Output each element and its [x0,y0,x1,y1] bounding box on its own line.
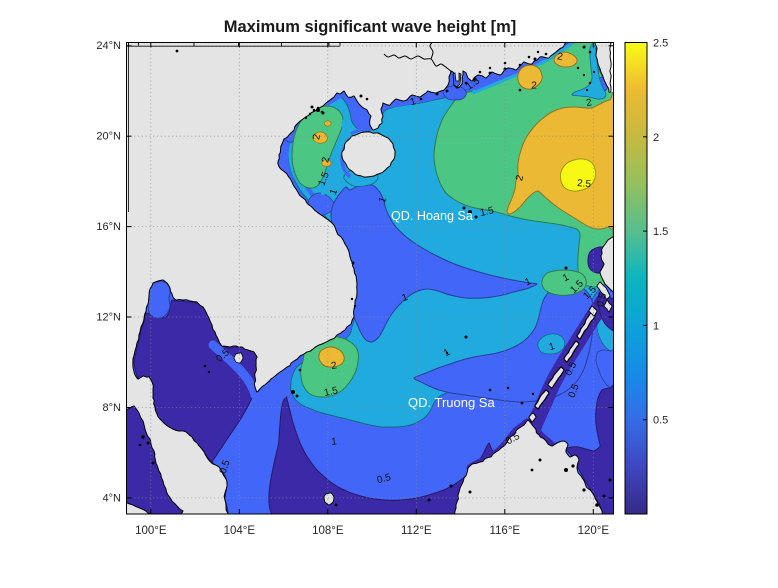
svg-text:2: 2 [311,133,323,141]
svg-text:2: 2 [514,174,526,183]
svg-text:100°E: 100°E [135,525,167,537]
svg-text:0.5: 0.5 [653,415,668,427]
svg-text:4°N: 4°N [103,492,122,504]
svg-text:8°N: 8°N [103,402,122,414]
svg-text:QD. Truong Sa: QD. Truong Sa [408,395,495,410]
svg-text:2: 2 [330,360,338,372]
svg-text:2.5: 2.5 [653,38,668,50]
svg-text:0.5: 0.5 [218,458,233,475]
svg-text:2.5: 2.5 [577,178,592,190]
svg-text:QD. Hoang Sa: QD. Hoang Sa [391,209,473,223]
svg-text:1: 1 [548,341,557,353]
svg-text:2: 2 [556,51,564,63]
svg-text:2: 2 [320,156,332,164]
svg-text:1: 1 [653,320,659,332]
svg-text:Maximum significant wave heigh: Maximum significant wave height [m] [224,18,516,36]
svg-text:1: 1 [331,436,338,447]
svg-text:1: 1 [377,195,389,204]
svg-text:116°E: 116°E [489,525,520,537]
svg-text:1.5: 1.5 [479,205,495,219]
svg-text:112°E: 112°E [401,525,432,537]
svg-text:2: 2 [653,132,659,144]
svg-text:24°N: 24°N [96,40,121,52]
svg-text:1: 1 [523,276,533,289]
svg-text:16°N: 16°N [96,221,121,233]
svg-text:0.5: 0.5 [376,472,393,486]
svg-text:20°N: 20°N [96,131,121,143]
svg-text:2: 2 [531,81,537,92]
svg-text:1: 1 [561,272,571,285]
svg-text:104°E: 104°E [224,525,256,537]
svg-text:120°E: 120°E [578,525,610,537]
svg-text:0.5: 0.5 [595,291,609,308]
svg-text:12°N: 12°N [96,311,121,323]
svg-text:0.5: 0.5 [567,382,582,399]
svg-text:108°E: 108°E [312,525,344,537]
svg-text:2: 2 [585,97,593,109]
svg-text:1: 1 [328,187,340,196]
svg-text:1: 1 [409,96,418,108]
svg-text:1.5: 1.5 [316,170,332,187]
svg-text:1: 1 [401,292,410,304]
svg-text:1.5: 1.5 [323,385,339,399]
svg-text:1.5: 1.5 [653,226,668,238]
svg-text:1: 1 [442,347,453,360]
